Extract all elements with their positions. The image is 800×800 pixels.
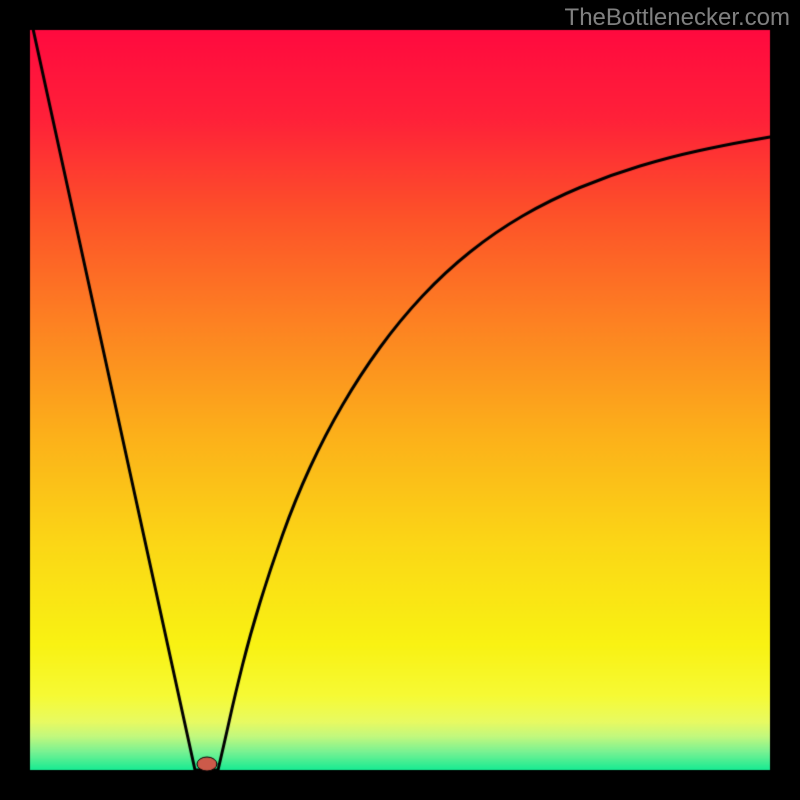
bottleneck-curve-chart [0, 0, 800, 800]
chart-container: TheBottlenecker.com [0, 0, 800, 800]
watermark-text: TheBottlenecker.com [565, 4, 790, 32]
